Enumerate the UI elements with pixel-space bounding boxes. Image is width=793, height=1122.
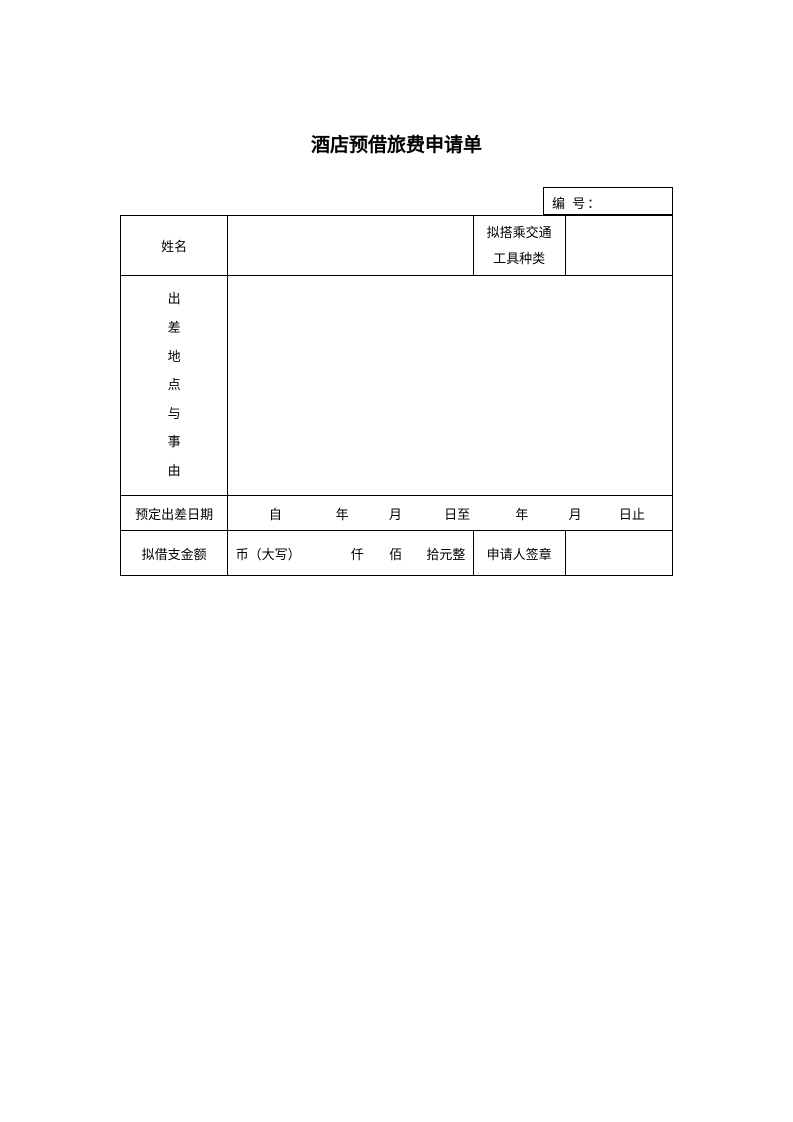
table-row-name: 姓名 拟搭乘交通 工具种类	[121, 216, 673, 276]
cell-name-value	[228, 216, 473, 276]
reason-char: 由	[121, 457, 227, 486]
date-month2: 月	[532, 504, 582, 523]
amount-bai: 佰	[367, 544, 402, 563]
table-row-amount: 拟借支金额 币（大写） 仟 佰 拾元整 申请人签章	[121, 531, 673, 576]
amount-qian: 仟	[304, 544, 364, 563]
label-applicant-seal: 申请人签章	[473, 531, 565, 576]
page-title: 酒店预借旅费申请单	[120, 130, 673, 157]
reason-char: 地	[121, 343, 227, 372]
cell-planned-date: 自 年 月 日至 年 月 日止	[228, 496, 673, 531]
reason-char: 点	[121, 371, 227, 400]
cell-reason-value	[228, 276, 673, 496]
label-planned-date: 预定出差日期	[121, 496, 228, 531]
reason-char: 事	[121, 428, 227, 457]
label-amount: 拟借支金额	[121, 531, 228, 576]
label-reason: 出 差 地 点 与 事 由	[121, 276, 228, 496]
amount-shi-end: 拾元整	[405, 544, 465, 563]
label-name: 姓名	[121, 216, 228, 276]
reason-char: 出	[121, 285, 227, 314]
amount-currency: 币（大写）	[236, 547, 301, 562]
number-label: 编 号：	[552, 196, 602, 211]
reason-char: 与	[121, 400, 227, 429]
reason-char: 差	[121, 314, 227, 343]
table-row-reason: 出 差 地 点 与 事 由	[121, 276, 673, 496]
date-from: 自	[255, 504, 295, 523]
application-form-table: 姓名 拟搭乘交通 工具种类 出 差 地 点 与 事 由 预定出差日期	[120, 215, 673, 576]
form-document: 酒店预借旅费申请单 编 号： 姓名 拟搭乘交通 工具种类 出 差 地 点 与 事…	[0, 0, 793, 576]
cell-transport-value	[565, 216, 672, 276]
date-day-to: 日至	[405, 504, 470, 523]
date-year2: 年	[473, 504, 528, 523]
label-transport: 拟搭乘交通 工具种类	[473, 216, 565, 276]
date-day-end: 日止	[585, 504, 645, 523]
cell-applicant-seal	[565, 531, 672, 576]
cell-amount-value: 币（大写） 仟 佰 拾元整	[228, 531, 473, 576]
date-year: 年	[299, 504, 349, 523]
table-row-planned-date: 预定出差日期 自 年 月 日至 年 月 日止	[121, 496, 673, 531]
number-box: 编 号：	[543, 187, 673, 215]
date-month: 月	[352, 504, 402, 523]
